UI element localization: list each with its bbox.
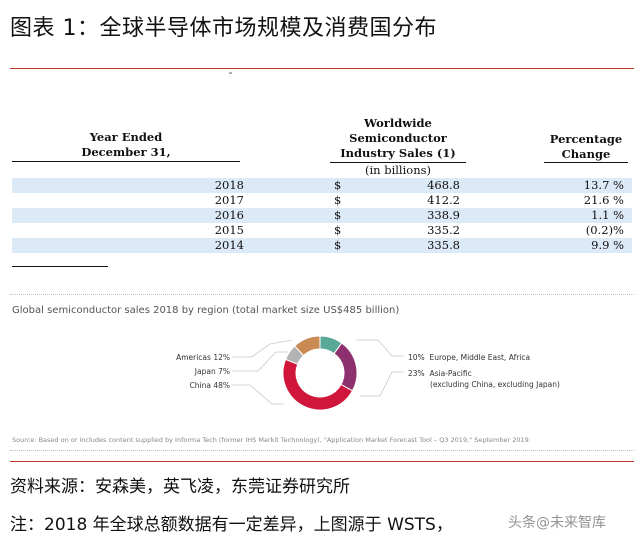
label-emea-pct: 10% [408, 353, 425, 362]
label-japan-pct: 7% [218, 367, 230, 376]
cell-change: (0.2)% [585, 223, 624, 237]
header-sales-underline [330, 162, 466, 163]
cell-year: 2016 [214, 208, 244, 222]
note-line: 注：2018 年全球总额数据有一定差异，上图源于 WSTS， [10, 515, 453, 535]
donut-slice-china [282, 358, 354, 411]
header-pct-line-1: Percentage [549, 132, 623, 146]
cell-currency: $ [334, 178, 342, 192]
label-japan-name: Japan [194, 367, 216, 376]
header-pct-line-2: Change [561, 147, 611, 161]
cell-sales: 468.8 [427, 178, 460, 192]
cell-year: 2018 [214, 178, 244, 192]
table-row: 2018 $ 468.8 13.7 % [12, 178, 632, 193]
cell-change: 21.6 % [583, 193, 624, 207]
leader-china [232, 384, 284, 405]
header-year: Year Ended December 31, [12, 130, 240, 160]
source-line: 资料来源：安森美，英飞凌，东莞证券研究所 [10, 477, 350, 497]
table-row: 2015 $ 335.2 (0.2)% [12, 223, 632, 238]
label-americas-pct: 12% [213, 353, 230, 362]
header-percentage: Percentage Change [544, 132, 628, 162]
stray-mark: ˇ [228, 72, 233, 83]
leader-japan [232, 351, 288, 372]
header-year-line-1: Year Ended [89, 130, 163, 144]
leader-americas [232, 339, 293, 358]
cell-change: 1.1 % [591, 208, 624, 222]
cell-year: 2015 [214, 223, 244, 237]
cell-sales: 412.2 [427, 193, 460, 207]
leader-emea [356, 339, 404, 357]
header-sales-line-2: Semiconductor [349, 131, 447, 145]
cell-year: 2017 [214, 193, 244, 207]
cell-sales: 335.8 [427, 238, 460, 252]
label-apac-note: (excluding China, excluding Japan) [430, 380, 560, 389]
label-apac: 23% Asia-Pacific [408, 368, 472, 379]
figure-title: 图表 1：全球半导体市场规模及消费国分布 [10, 16, 437, 41]
cell-currency: $ [334, 208, 342, 222]
inset-source-note: Source: Based on or includes content sup… [12, 436, 531, 444]
watermark: 头条@未来智库 [508, 515, 606, 531]
donut-slice-asiapacific [333, 342, 358, 392]
label-apac-name: Asia-Pacific [429, 369, 472, 378]
inset-bottom-border [10, 450, 634, 451]
cell-year: 2014 [214, 238, 244, 252]
label-japan: Japan 7% [150, 366, 230, 377]
inset-top-border [10, 294, 634, 295]
label-emea-name: Europe, Middle East, Africa [429, 353, 531, 362]
inset-chart-title: Global semiconductor sales 2018 by regio… [12, 305, 400, 316]
cell-currency: $ [334, 193, 342, 207]
label-china-pct: 48% [213, 381, 230, 390]
leader-apac [360, 371, 404, 397]
header-pct-underline [544, 162, 628, 163]
label-americas: Americas 12% [150, 352, 230, 363]
donut-slice-americas [293, 335, 321, 357]
label-china-name: China [189, 381, 211, 390]
title-divider [10, 68, 634, 69]
label-apac-pct: 23% [408, 369, 425, 378]
header-sales-line-1: Worldwide [364, 116, 432, 130]
header-unit: (in billions) [364, 163, 432, 177]
header-sales: Worldwide Semiconductor Industry Sales (… [330, 116, 466, 161]
header-sales-line-3: Industry Sales (1) [340, 146, 456, 160]
table-row: 2017 $ 412.2 21.6 % [12, 193, 632, 208]
label-china: China 48% [150, 380, 231, 391]
table-rows: 2018 $ 468.8 13.7 % 2017 $ 412.2 21.6 % … [12, 178, 632, 253]
label-emea: 10% Europe, Middle East, Africa [408, 352, 530, 363]
cell-currency: $ [334, 238, 342, 252]
table-footnote-rule [12, 266, 108, 267]
table-row: 2014 $ 335.8 9.9 % [12, 238, 632, 253]
cell-change: 13.7 % [583, 178, 624, 192]
cell-change: 9.9 % [591, 238, 624, 252]
header-year-line-2: December 31, [81, 145, 171, 159]
cell-sales: 335.2 [427, 223, 460, 237]
footer-divider [10, 461, 634, 462]
table-row: 2016 $ 338.9 1.1 % [12, 208, 632, 223]
cell-sales: 338.9 [427, 208, 460, 222]
label-americas-name: Americas [176, 353, 211, 362]
cell-currency: $ [334, 223, 342, 237]
header-year-underline [12, 161, 240, 162]
